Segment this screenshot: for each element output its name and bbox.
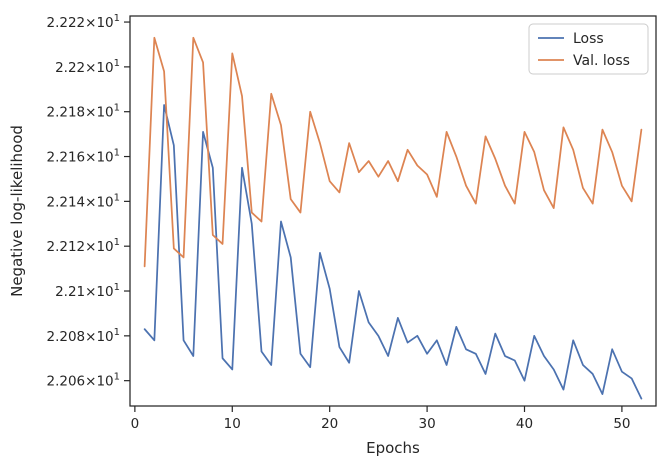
series-line-val-loss xyxy=(143,36,643,268)
x-axis: 0 10 20 30 40 50 xyxy=(131,406,631,432)
x-tick-label: 30 xyxy=(418,416,435,432)
y-tick-label: 2.218×101 xyxy=(46,103,120,121)
x-tick-label: 50 xyxy=(613,416,630,432)
y-tick-label: 2.216×101 xyxy=(46,148,120,166)
legend-box xyxy=(528,23,649,75)
series-line-loss xyxy=(143,104,643,400)
x-tick-label: 20 xyxy=(321,416,338,432)
y-tick-label: 2.222×101 xyxy=(46,13,120,31)
x-tick-label: 40 xyxy=(516,416,533,432)
y-tick-label: 2.21×101 xyxy=(55,282,120,300)
x-tick-label: 0 xyxy=(131,416,140,432)
y-axis: 2.206×101 2.208×101 2.21×101 2.212×101 2.214… xyxy=(46,13,130,390)
y-tick-label: 2.214×101 xyxy=(46,192,120,210)
y-axis-label: Negative log-likelihood xyxy=(8,125,26,297)
series-layer xyxy=(143,36,643,400)
y-tick-label: 2.22×101 xyxy=(55,58,120,76)
y-tick-label: 2.206×101 xyxy=(46,372,120,390)
y-tick-label: 2.212×101 xyxy=(46,237,120,255)
x-axis-label: Epochs xyxy=(366,439,420,457)
legend: Loss Val. loss xyxy=(528,23,649,75)
legend-entry-val-loss: Val. loss xyxy=(573,53,630,69)
plot-frame xyxy=(129,15,657,407)
y-tick-label: 2.208×101 xyxy=(46,327,120,345)
legend-entry-loss: Loss xyxy=(573,31,604,47)
x-tick-label: 10 xyxy=(224,416,241,432)
